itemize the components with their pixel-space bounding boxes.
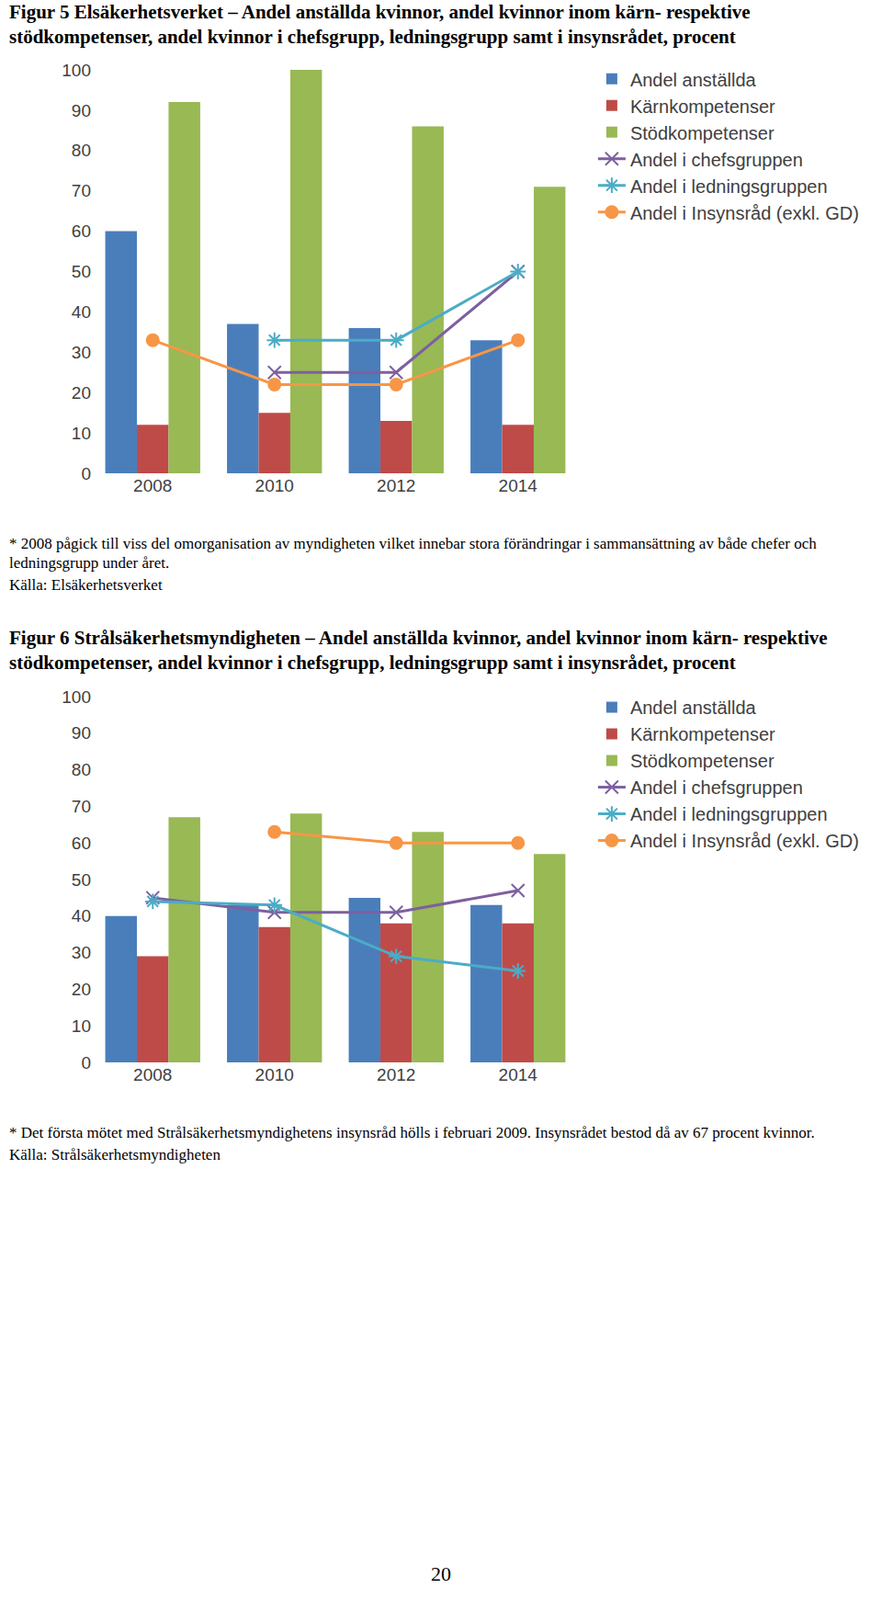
- svg-text:2014: 2014: [498, 475, 539, 496]
- html-text:20: 20: [430, 1561, 452, 1585]
- svg-text:Andel i Insynsråd (exkl. GD): Andel i Insynsråd (exkl. GD): [630, 202, 860, 223]
- html-text:Källa: Elsäkerhetsverket: Källa: Elsäkerhetsverket: [9, 576, 163, 594]
- svg-text:Andel i ledningsgruppen: Andel i ledningsgruppen: [630, 175, 828, 196]
- svg-text:40: 40: [71, 905, 91, 926]
- svg-text:2008: 2008: [133, 1064, 172, 1085]
- svg-text:0: 0: [80, 463, 91, 483]
- svg-text:Andel i chefsgruppen: Andel i chefsgruppen: [630, 777, 803, 798]
- svg-text:2012: 2012: [376, 1064, 416, 1085]
- svg-text:20: 20: [71, 979, 91, 999]
- svg-text:Kärnkompetenser: Kärnkompetenser: [630, 95, 776, 116]
- svg-text:2010: 2010: [255, 1064, 294, 1085]
- svg-text:30: 30: [71, 342, 91, 362]
- html-text:* 2008 pågick till viss del om: * 2008 pågick till viss del omorganisati…: [9, 534, 817, 572]
- svg-text:90: 90: [71, 723, 91, 743]
- svg-text:Kärnkompetenser: Kärnkompetenser: [630, 723, 776, 745]
- svg-text:Stödkompetenser: Stödkompetenser: [630, 122, 775, 143]
- svg-text:80: 80: [71, 759, 91, 780]
- html-text:Figur 5 Elsäkerhetsverket – An: Figur 5 Elsäkerhetsverket – Andel anstäl…: [9, 0, 751, 49]
- svg-text:30: 30: [71, 942, 91, 962]
- svg-text:50: 50: [71, 869, 91, 889]
- svg-text:90: 90: [71, 100, 91, 120]
- svg-text:60: 60: [71, 833, 91, 853]
- svg-text:10: 10: [71, 422, 91, 442]
- svg-text:Andel anställda: Andel anställda: [630, 697, 758, 718]
- svg-text:100: 100: [61, 686, 91, 706]
- svg-text:80: 80: [71, 140, 91, 160]
- svg-text:2014: 2014: [498, 1064, 539, 1085]
- svg-text:Stödkompetenser: Stödkompetenser: [630, 750, 775, 771]
- svg-text:0: 0: [80, 1051, 91, 1072]
- svg-text:2012: 2012: [376, 475, 416, 496]
- html-text:* Det första mötet med Strålsä: * Det första mötet med Strålsäkerhetsmyn…: [9, 1123, 815, 1141]
- svg-text:70: 70: [71, 796, 91, 816]
- svg-text:Andel i Insynsråd (exkl. GD): Andel i Insynsråd (exkl. GD): [630, 830, 860, 851]
- svg-text:50: 50: [71, 261, 91, 282]
- svg-text:70: 70: [71, 180, 91, 201]
- svg-text:2010: 2010: [255, 475, 294, 496]
- svg-text:60: 60: [71, 221, 91, 241]
- svg-text:2008: 2008: [133, 475, 172, 496]
- html-text:Figur 6 Strålsäkerhetsmyndighe: Figur 6 Strålsäkerhetsmyndigheten – Ande…: [9, 626, 828, 674]
- html-text:Källa: Strålsäkerhetsmyndighet: Källa: Strålsäkerhetsmyndigheten: [9, 1145, 221, 1164]
- svg-text:40: 40: [71, 302, 91, 322]
- svg-text:Andel i chefsgruppen: Andel i chefsgruppen: [630, 148, 803, 170]
- svg-text:Andel anställda: Andel anställda: [630, 68, 758, 90]
- svg-text:20: 20: [71, 382, 91, 402]
- svg-text:100: 100: [61, 59, 91, 80]
- svg-text:10: 10: [71, 1016, 91, 1036]
- svg-text:Andel i ledningsgruppen: Andel i ledningsgruppen: [630, 803, 828, 825]
